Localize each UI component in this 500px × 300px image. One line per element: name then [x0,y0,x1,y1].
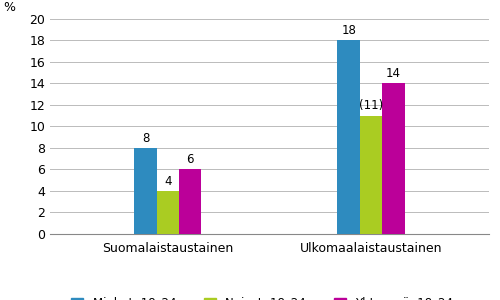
Text: 4: 4 [164,175,172,188]
Text: 18: 18 [341,24,356,37]
Bar [382,83,404,234]
Bar [360,116,382,234]
Text: 6: 6 [186,153,194,166]
Text: (11): (11) [359,99,383,112]
Bar [338,40,360,234]
Bar [179,169,202,234]
Y-axis label: %: % [3,1,15,14]
Text: 8: 8 [142,132,149,145]
Bar [156,191,179,234]
Bar [134,148,156,234]
Text: 14: 14 [386,67,401,80]
Legend: Miehet, 18–24-v., Naiset, 18–24-v., Yhteensä, 18–24-v.: Miehet, 18–24-v., Naiset, 18–24-v., Yhte… [72,297,468,300]
